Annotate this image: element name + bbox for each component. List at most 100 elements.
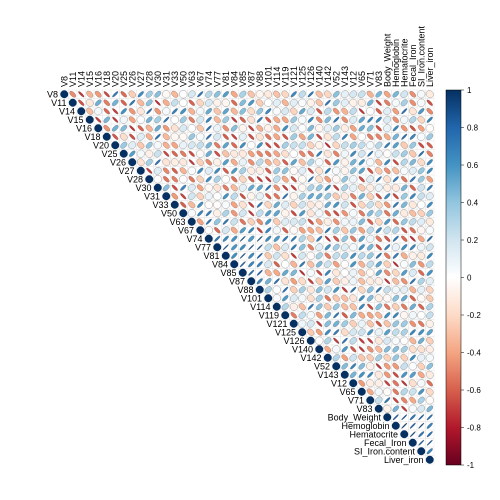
correlation-ellipse <box>255 166 264 175</box>
correlation-ellipse <box>392 150 400 158</box>
correlation-ellipse <box>307 133 315 141</box>
correlation-ellipse <box>375 227 382 234</box>
correlation-ellipse <box>400 277 408 285</box>
correlation-ellipse <box>273 124 281 132</box>
grid-cell <box>425 455 435 465</box>
correlation-ellipse <box>282 227 289 234</box>
correlation-ellipse <box>366 345 374 353</box>
correlation-ellipse <box>154 159 161 166</box>
correlation-ellipse <box>298 175 307 184</box>
correlation-ellipse <box>392 362 400 370</box>
correlation-ellipse <box>179 124 187 132</box>
correlation-ellipse <box>384 278 391 285</box>
diagonal-circle <box>136 166 145 175</box>
correlation-ellipse <box>256 244 263 251</box>
correlation-ellipse <box>281 141 289 149</box>
correlation-ellipse <box>205 125 212 132</box>
correlation-ellipse <box>170 115 179 124</box>
correlation-ellipse <box>145 124 153 132</box>
correlation-ellipse <box>196 107 205 116</box>
correlation-ellipse <box>426 142 433 149</box>
cell-marks <box>60 90 434 464</box>
correlation-ellipse <box>315 286 323 294</box>
correlation-ellipse <box>324 99 331 106</box>
correlation-ellipse <box>222 133 229 140</box>
correlation-ellipse <box>214 150 221 157</box>
correlation-ellipse <box>316 108 323 115</box>
correlation-ellipse <box>315 200 324 209</box>
correlation-ellipse <box>146 108 153 115</box>
correlation-ellipse <box>248 269 255 276</box>
correlation-ellipse <box>409 422 416 429</box>
diagonal-circle <box>119 149 128 158</box>
correlation-ellipse <box>230 149 239 158</box>
correlation-ellipse <box>163 150 170 157</box>
correlation-ellipse <box>162 99 170 107</box>
correlation-ellipse <box>366 107 375 116</box>
correlation-ellipse <box>384 397 391 404</box>
correlation-ellipse <box>298 303 306 311</box>
column-label: V83 <box>374 71 384 87</box>
correlation-ellipse <box>214 235 221 242</box>
correlation-ellipse <box>264 252 272 260</box>
correlation-ellipse <box>315 243 324 252</box>
column-label: V114 <box>272 67 282 87</box>
correlation-ellipse <box>401 405 408 412</box>
diagonal-circle <box>289 319 298 328</box>
correlation-ellipse <box>418 337 425 344</box>
column-label: V52 <box>331 71 341 87</box>
correlation-ellipse <box>358 90 366 98</box>
correlation-ellipse <box>349 337 357 345</box>
row-label: V126 <box>283 336 304 346</box>
diagonal-circle <box>77 107 86 116</box>
correlation-ellipse <box>256 227 263 234</box>
column-label: V20 <box>110 71 120 87</box>
correlation-ellipse <box>383 320 391 328</box>
correlation-ellipse <box>374 277 383 286</box>
correlation-ellipse <box>409 158 417 166</box>
correlation-ellipse <box>307 176 314 183</box>
correlation-ellipse <box>324 295 331 302</box>
correlation-ellipse <box>265 116 272 123</box>
correlation-ellipse <box>205 90 213 98</box>
correlation-ellipse <box>307 150 314 157</box>
correlation-ellipse <box>273 150 281 158</box>
row-label: V87 <box>229 276 245 286</box>
diagonal-circle <box>111 141 120 150</box>
correlation-ellipse <box>383 362 391 370</box>
correlation-ellipse <box>265 167 272 174</box>
correlation-ellipse <box>392 210 399 217</box>
row-label: V83 <box>356 404 372 414</box>
correlation-ellipse <box>290 269 298 277</box>
correlation-ellipse <box>340 98 349 107</box>
correlation-ellipse <box>409 379 417 387</box>
correlation-ellipse <box>375 244 382 251</box>
correlation-ellipse <box>290 176 297 183</box>
correlation-ellipse <box>316 150 323 157</box>
correlation-ellipse <box>333 184 340 191</box>
correlation-ellipse <box>384 210 391 217</box>
correlation-ellipse <box>341 175 349 183</box>
correlation-ellipse <box>154 125 161 132</box>
correlation-ellipse <box>273 218 281 226</box>
correlation-ellipse <box>418 269 425 276</box>
correlation-ellipse <box>248 252 255 259</box>
correlation-ellipse <box>281 252 289 260</box>
correlation-ellipse <box>340 268 349 277</box>
correlation-ellipse <box>333 210 340 217</box>
correlation-ellipse <box>409 235 416 242</box>
correlation-ellipse <box>400 150 408 158</box>
correlation-ellipse <box>94 90 102 98</box>
correlation-ellipse <box>349 328 357 336</box>
correlation-ellipse <box>349 141 357 149</box>
correlation-ellipse <box>340 260 349 269</box>
correlation-ellipse <box>333 201 340 208</box>
column-label: V31 <box>161 71 171 87</box>
correlation-ellipse <box>384 252 391 259</box>
correlation-ellipse <box>417 167 425 175</box>
correlation-ellipse <box>188 133 196 141</box>
correlation-ellipse <box>256 209 264 217</box>
correlation-ellipse <box>247 107 255 115</box>
correlation-ellipse <box>383 124 392 133</box>
correlation-ellipse <box>273 142 280 149</box>
